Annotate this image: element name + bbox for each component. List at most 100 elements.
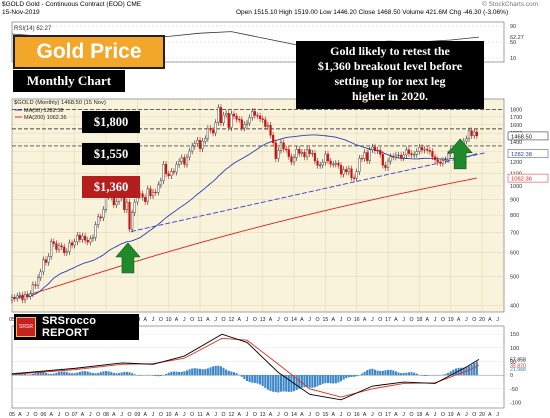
macd-histogram-bar <box>287 375 290 392</box>
macd-histogram-bar <box>217 365 220 376</box>
macd-x-tick-label: O <box>441 412 445 418</box>
candle-up <box>217 107 220 123</box>
candle-up <box>170 171 173 176</box>
macd-x-tick-label: 10 <box>166 412 172 418</box>
candle-up <box>311 153 314 155</box>
x-tick-label: J <box>434 317 437 323</box>
rsi-tick-label: 90 <box>510 24 516 30</box>
candle-up <box>473 131 476 136</box>
macd-histogram-bar <box>308 375 311 388</box>
macd-histogram-bar <box>39 372 42 376</box>
legend-entry: MA(200) 1062.36 <box>24 115 67 121</box>
macd-histogram-bar <box>470 364 473 376</box>
macd-x-tick-label: A <box>112 412 116 418</box>
macd-histogram-bar <box>165 373 168 376</box>
x-tick-label: J <box>152 317 155 323</box>
macd-histogram-bar <box>326 375 330 384</box>
candle-down <box>149 188 152 197</box>
candle-up <box>68 242 71 252</box>
macd-histogram-bar <box>452 369 455 376</box>
callout-line-2: $1,360 breakout level before <box>317 59 463 73</box>
candle-down <box>407 149 411 154</box>
macd-histogram-bar <box>413 372 416 376</box>
candle-up <box>104 196 108 210</box>
macd-histogram-bar <box>78 371 81 376</box>
macd-x-tick-label: J <box>496 412 499 418</box>
candle-down <box>431 151 434 157</box>
header-symbol: $GOLD Gold - Continuous Contract (EOD) C… <box>2 1 142 8</box>
macd-histogram-bar <box>94 373 97 376</box>
candle-up <box>355 171 358 179</box>
monthly-chart-badge: Monthly Chart <box>13 70 125 92</box>
macd-histogram-bar <box>235 373 238 376</box>
macd-x-tick-label: J <box>371 412 374 418</box>
macd-histogram-bar <box>214 365 217 376</box>
macd-histogram-bar <box>392 370 395 376</box>
x-tick-label: J <box>277 317 280 323</box>
x-tick-label: 16 <box>354 317 360 323</box>
x-tick-label: O <box>284 317 288 323</box>
candle-up <box>180 157 183 162</box>
macd-histogram-bar <box>337 375 340 383</box>
candle-up <box>42 259 45 273</box>
candle-up <box>201 140 204 149</box>
rsi-tick-label: 10 <box>510 56 516 62</box>
macd-histogram-bar <box>204 369 207 376</box>
macd-histogram-bar <box>188 369 191 376</box>
macd-x-tick-label: A <box>394 412 398 418</box>
candle-down <box>360 157 364 160</box>
macd-histogram-bar <box>37 372 40 376</box>
x-tick-label: A <box>269 317 273 323</box>
macd-histogram-bar <box>387 369 390 376</box>
macd-histogram-bar <box>57 372 61 376</box>
candle-up <box>204 138 207 142</box>
candle-down <box>13 297 16 299</box>
macd-x-tick-label: O <box>472 412 476 418</box>
macd-x-tick-label: 18 <box>416 412 422 418</box>
candle-up <box>277 150 280 159</box>
macd-histogram-bar <box>321 375 324 384</box>
candle-up <box>125 201 129 210</box>
macd-histogram-bar <box>212 366 215 376</box>
candle-up <box>334 163 337 165</box>
macd-histogram-bar <box>475 361 478 376</box>
macd-histogram-bar <box>230 371 233 376</box>
candle-up <box>76 235 79 243</box>
candle-up <box>37 277 40 286</box>
macd-last-value: 21.988 <box>510 367 526 373</box>
candle-up <box>444 159 447 161</box>
macd-histogram-bar <box>175 371 178 376</box>
candle-up <box>230 113 233 128</box>
candle-down <box>345 169 348 173</box>
x-tick-label: A <box>143 317 147 323</box>
macd-histogram-bar <box>311 375 314 388</box>
macd-histogram-bar <box>467 366 471 376</box>
macd-x-tick-label: 14 <box>291 412 297 418</box>
candle-down <box>329 160 332 165</box>
macd-histogram-bar <box>340 375 343 382</box>
macd-x-tick-label: A <box>237 412 241 418</box>
candle-up <box>389 156 392 162</box>
candle-down <box>326 153 330 162</box>
candle-up <box>65 251 68 253</box>
candle-up <box>94 224 97 238</box>
macd-tick-label: -100 <box>510 401 521 407</box>
macd-x-tick-label: 13 <box>260 412 266 418</box>
level-label-1550: $1,550 <box>82 143 140 165</box>
ma50-line <box>11 134 477 299</box>
macd-histogram-bar <box>120 372 123 376</box>
macd-histogram-bar <box>125 371 128 376</box>
candle-down <box>112 197 115 206</box>
macd-histogram-bar <box>264 375 267 388</box>
candle-down <box>287 149 290 157</box>
candle-up <box>133 201 136 213</box>
candle-up <box>319 164 322 166</box>
x-tick-label: A <box>457 317 461 323</box>
macd-x-tick-label: 06 <box>40 412 46 418</box>
macd-histogram-bar <box>360 373 363 376</box>
macd-x-tick-label: 19 <box>448 412 454 418</box>
macd-histogram-bar <box>243 375 246 380</box>
macd-x-tick-label: J <box>308 412 311 418</box>
